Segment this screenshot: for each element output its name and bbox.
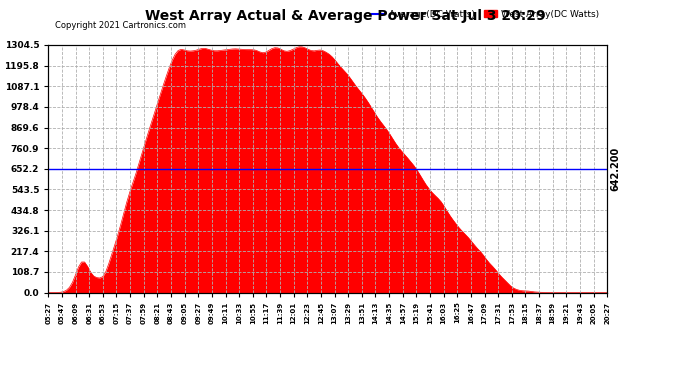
Y-axis label: 642.200: 642.200 <box>0 147 2 191</box>
Text: West Array Actual & Average Power Sat Jul 3 20:29: West Array Actual & Average Power Sat Ju… <box>145 9 545 23</box>
Text: Copyright 2021 Cartronics.com: Copyright 2021 Cartronics.com <box>55 21 186 30</box>
Y-axis label: 642.200: 642.200 <box>610 147 620 191</box>
Legend: Average(DC Watts), West Array(DC Watts): Average(DC Watts), West Array(DC Watts) <box>368 6 602 22</box>
